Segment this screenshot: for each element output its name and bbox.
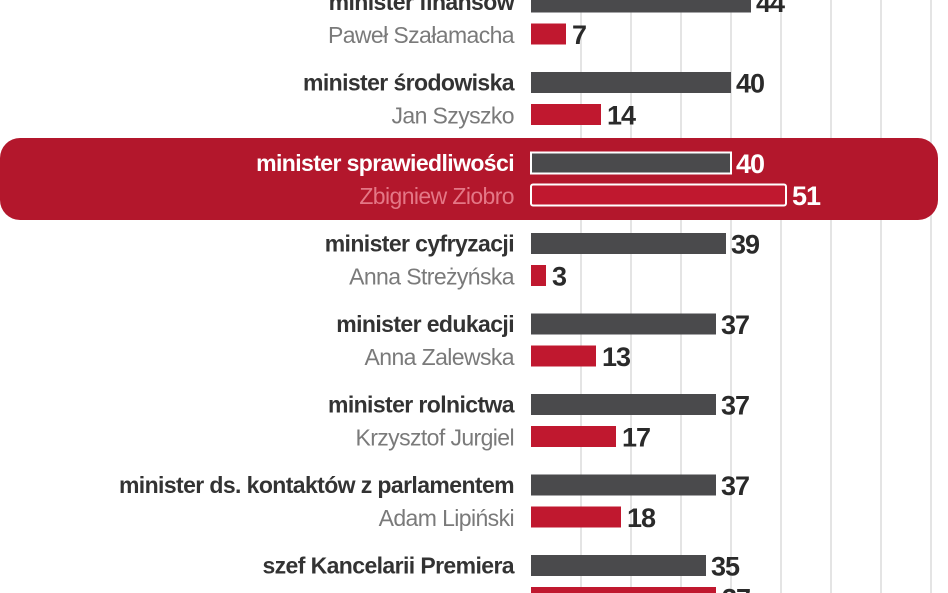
dark-value-label: 40 xyxy=(736,69,764,99)
office-label: szef Kancelarii Premiera xyxy=(262,553,514,579)
office-label: minister środowiska xyxy=(303,70,515,96)
office-label: minister rolnictwa xyxy=(328,392,515,418)
red-bar xyxy=(530,183,787,207)
office-label: minister finansów xyxy=(329,0,515,15)
dark-bar xyxy=(531,233,726,254)
dark-value-label: 44 xyxy=(756,0,785,18)
red-value-label: 3 xyxy=(552,262,567,292)
person-label: Anna Streżyńska xyxy=(349,264,515,290)
person-label: Jan Szyszko xyxy=(391,103,514,129)
person-label: Zbigniew Ziobro xyxy=(359,183,514,209)
dark-value-label: 40 xyxy=(736,149,764,179)
red-bar xyxy=(531,23,566,45)
red-bar xyxy=(531,345,596,367)
dark-bar xyxy=(531,474,716,496)
person-label: Anna Zalewska xyxy=(365,344,515,370)
person-label: Krzysztof Jurgiel xyxy=(355,425,514,451)
bar-group: minister środowiska Jan Szyszko 40 14 xyxy=(303,69,765,131)
bar-group: minister finansów Paweł Szałamacha 44 7 xyxy=(328,0,786,50)
bar-group: minister sprawiedliwości Zbigniew Ziobro 4… xyxy=(0,138,938,220)
red-value-label: 7 xyxy=(572,20,586,50)
dark-bar xyxy=(531,72,731,93)
person-label: Paweł Szałamacha xyxy=(328,22,515,48)
person-label: Adam Lipiński xyxy=(379,505,514,531)
red-value-label: 51 xyxy=(792,181,821,211)
dark-bar xyxy=(531,555,706,576)
red-bar xyxy=(531,426,616,447)
office-label: minister ds. kontaktów z parlamentem xyxy=(119,472,514,498)
dark-value-label: 37 xyxy=(721,391,749,421)
red-value-label: 14 xyxy=(607,101,636,131)
dark-value-label: 35 xyxy=(711,552,740,582)
red-bar xyxy=(531,104,601,125)
office-label: minister sprawiedliwości xyxy=(256,150,514,176)
bar-group: minister rolnictwa Krzysztof Jurgiel 37 17 xyxy=(328,391,750,453)
red-value-label: 18 xyxy=(627,503,656,533)
bar-group: minister cyfryzacji Anna Streżyńska 39 3 xyxy=(325,230,761,292)
bar-group: minister ds. kontaktów z parlamentem Adam… xyxy=(119,471,750,533)
dark-bar xyxy=(531,0,751,13)
red-bar xyxy=(531,265,546,286)
dark-bar xyxy=(531,313,716,335)
dark-value-label: 39 xyxy=(731,230,760,260)
dark-value-label: 37 xyxy=(721,310,749,340)
office-label: minister cyfryzacji xyxy=(325,231,514,257)
dark-bar xyxy=(531,394,716,415)
red-bar xyxy=(531,587,716,593)
red-value-label: 17 xyxy=(622,423,650,453)
red-value-label: 37 xyxy=(722,584,750,593)
dark-value-label: 37 xyxy=(721,471,749,501)
red-value-label: 13 xyxy=(602,342,631,372)
red-bar xyxy=(531,506,621,528)
office-label: minister edukacji xyxy=(336,311,514,337)
bar-group: szef Kancelarii Premiera 35 37 xyxy=(262,552,751,593)
dark-bar xyxy=(530,151,732,175)
bar-group: minister edukacji Anna Zalewska 37 13 xyxy=(336,310,750,372)
